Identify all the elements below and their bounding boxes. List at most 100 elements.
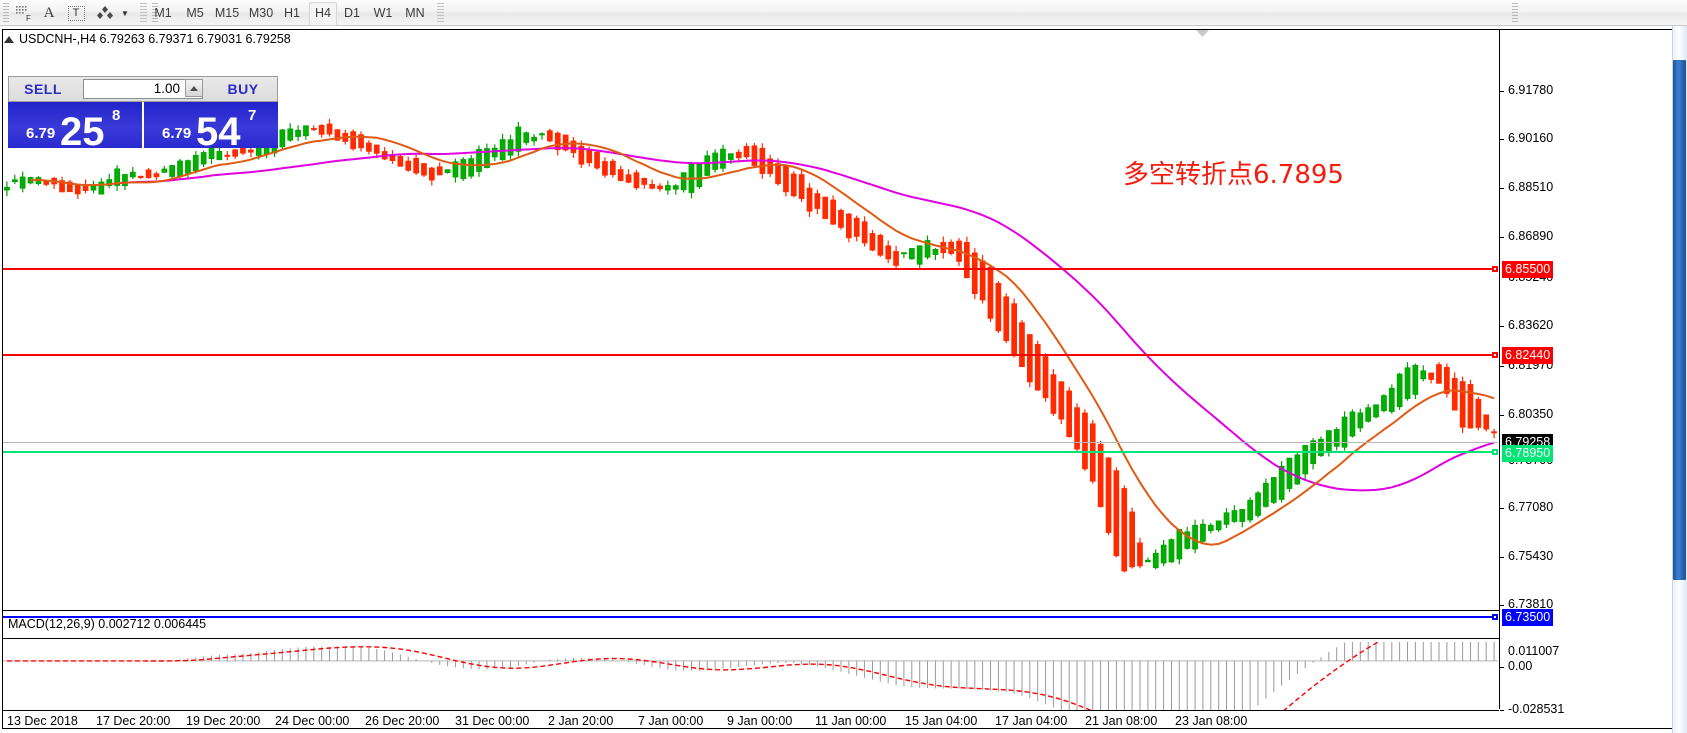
price-tick bbox=[1500, 605, 1504, 606]
time-axis-label: 17 Dec 20:00 bbox=[96, 714, 171, 728]
time-axis-label: 7 Jan 00:00 bbox=[638, 714, 704, 728]
price-label: 6.75430 bbox=[1508, 549, 1554, 563]
price-label: 6.86890 bbox=[1508, 229, 1554, 243]
price-tick bbox=[1500, 188, 1504, 189]
price-tick bbox=[1500, 326, 1504, 327]
time-axis-label: 17 Jan 04:00 bbox=[995, 714, 1068, 728]
trade-panel-controls: SELL 1.00 BUY bbox=[8, 76, 278, 102]
scrollbar-thumb[interactable] bbox=[1673, 60, 1686, 580]
price-tick bbox=[1500, 139, 1504, 140]
chart-header: USDCNH-,H4 6.79263 6.79371 6.79031 6.792… bbox=[4, 31, 291, 47]
one-click-trading-panel[interactable]: SELL 1.00 BUY 6.79 25 8 6.79 54 7 bbox=[8, 76, 278, 152]
level-line-resistance-2[interactable] bbox=[3, 352, 1498, 358]
level-line-support[interactable] bbox=[3, 614, 1498, 620]
price-label: 6.91780 bbox=[1508, 83, 1554, 97]
toolbar-grip[interactable] bbox=[3, 3, 9, 23]
shapes-icon[interactable] bbox=[94, 2, 118, 24]
price-label: 6.88510 bbox=[1508, 180, 1554, 194]
sell-button[interactable]: SELL bbox=[24, 81, 62, 97]
tab-timeframe-m5[interactable]: M5 bbox=[186, 6, 204, 20]
ma-slow-line bbox=[117, 147, 1495, 492]
level-handle[interactable] bbox=[1492, 614, 1498, 620]
macd-axis-tick bbox=[1500, 667, 1504, 668]
chart-up-triangle-icon bbox=[4, 35, 14, 43]
time-axis-label: 11 Jan 00:00 bbox=[815, 714, 887, 728]
chart-symbol-ohlc: USDCNH-,H4 6.79263 6.79371 6.79031 6.792… bbox=[19, 32, 291, 46]
crosshair-f-icon[interactable]: F bbox=[12, 2, 36, 24]
toolbar-overflow-grip[interactable] bbox=[1512, 3, 1518, 23]
macd-axis-label: -0.028531 bbox=[1508, 702, 1565, 716]
buy-price-quote[interactable]: 6.79 54 7 bbox=[144, 102, 278, 152]
tab-timeframe-m15[interactable]: M15 bbox=[214, 6, 240, 20]
price-tick bbox=[1500, 366, 1504, 367]
level-handle[interactable] bbox=[1492, 352, 1498, 358]
time-axis-label: 2 Jan 20:00 bbox=[548, 714, 614, 728]
macd-axis-label: 0.011007 bbox=[1508, 644, 1560, 658]
macd-plot[interactable] bbox=[3, 642, 1498, 710]
time-axis-label: 23 Jan 08:00 bbox=[1175, 714, 1248, 728]
time-axis-label: 26 Dec 20:00 bbox=[365, 714, 440, 728]
level-price-tag-resistance-1[interactable]: 6.85500 bbox=[1502, 261, 1554, 278]
macd-axis-tick bbox=[1500, 710, 1504, 711]
volume-input[interactable]: 1.00 bbox=[83, 79, 203, 99]
level-price-tag-resistance-2[interactable]: 6.82440 bbox=[1502, 347, 1554, 364]
price-label: 6.80350 bbox=[1508, 407, 1554, 421]
time-axis-label: 24 Dec 00:00 bbox=[275, 714, 350, 728]
tab-timeframe-w1[interactable]: W1 bbox=[373, 6, 393, 20]
time-axis-label: 15 Jan 04:00 bbox=[905, 714, 978, 728]
ma-fast-line bbox=[30, 135, 1495, 546]
chart-annotation-text: 多空转折点6.7895 bbox=[1123, 160, 1344, 190]
time-axis-label: 21 Jan 08:00 bbox=[1085, 714, 1158, 728]
toolbar-separator bbox=[140, 3, 147, 23]
level-price-tag-support[interactable]: 6.73500 bbox=[1502, 609, 1554, 626]
price-tick bbox=[1500, 237, 1504, 238]
buy-price-prefix: 6.79 bbox=[162, 125, 192, 142]
price-label: 6.77080 bbox=[1508, 500, 1554, 514]
price-axis-line bbox=[1499, 30, 1500, 709]
level-price-tag-pivot[interactable]: 6.78950 bbox=[1502, 445, 1554, 462]
text-a-icon[interactable]: A bbox=[43, 4, 55, 21]
top-toolbar: F A T ▼ M1 M5 M15 M30 H1 H4 D1 W1 MN bbox=[0, 0, 1687, 26]
macd-pane-divider-top bbox=[3, 610, 1499, 611]
time-axis-label: 13 Dec 2018 bbox=[7, 714, 78, 728]
buy-button[interactable]: BUY bbox=[227, 81, 259, 97]
tab-timeframe-h4[interactable]: H4 bbox=[309, 2, 337, 26]
current-price-line bbox=[3, 442, 1498, 443]
level-handle[interactable] bbox=[1492, 266, 1498, 272]
tab-timeframe-mn[interactable]: MN bbox=[405, 6, 425, 20]
dropdown-arrow-icon[interactable]: ▼ bbox=[121, 8, 129, 18]
time-axis-label: 9 Jan 00:00 bbox=[727, 714, 793, 728]
svg-text:F: F bbox=[26, 14, 31, 22]
chart-collapse-handle[interactable] bbox=[1196, 30, 1209, 37]
price-tick bbox=[1500, 557, 1504, 558]
macd-indicator-label: MACD(12,26,9) 0.002712 0.006445 bbox=[8, 617, 207, 631]
level-handle[interactable] bbox=[1492, 449, 1498, 455]
tab-timeframe-m1[interactable]: M1 bbox=[154, 6, 172, 20]
price-axis[interactable]: 6.91780 6.90160 6.88510 6.86890 6.85240 … bbox=[1500, 55, 1672, 716]
macd-axis-label: 0.00 bbox=[1508, 659, 1533, 673]
buy-price-big: 54 bbox=[196, 110, 241, 154]
text-label-t-icon[interactable]: T bbox=[64, 2, 88, 24]
time-axis-label: 19 Dec 20:00 bbox=[186, 714, 261, 728]
sell-price-quote[interactable]: 6.79 25 8 bbox=[8, 102, 142, 152]
price-tick bbox=[1500, 508, 1504, 509]
volume-increase-button[interactable] bbox=[185, 79, 203, 97]
macd-signal-line bbox=[6, 642, 1380, 710]
price-tick bbox=[1500, 415, 1504, 416]
level-line-resistance-1[interactable] bbox=[3, 266, 1498, 272]
macd-pane-divider bbox=[3, 638, 1499, 639]
tab-timeframe-h1[interactable]: H1 bbox=[284, 6, 300, 20]
price-plot[interactable] bbox=[3, 55, 1498, 610]
timeframe-grip[interactable] bbox=[152, 3, 158, 23]
tab-timeframe-d1[interactable]: D1 bbox=[344, 6, 360, 20]
price-label: 6.73810 bbox=[1508, 597, 1554, 611]
tab-timeframe-m30[interactable]: M30 bbox=[248, 6, 274, 20]
time-axis[interactable]: 13 Dec 2018 17 Dec 20:00 19 Dec 20:00 24 De… bbox=[3, 712, 1498, 732]
price-label: 6.90160 bbox=[1508, 131, 1554, 145]
buy-price-sup: 7 bbox=[248, 107, 257, 124]
level-line-pivot[interactable] bbox=[3, 449, 1498, 455]
macd-histogram bbox=[3, 642, 1498, 710]
price-label: 6.83620 bbox=[1508, 318, 1554, 332]
sell-price-big: 25 bbox=[60, 110, 105, 154]
sell-price-sup: 8 bbox=[112, 107, 121, 124]
